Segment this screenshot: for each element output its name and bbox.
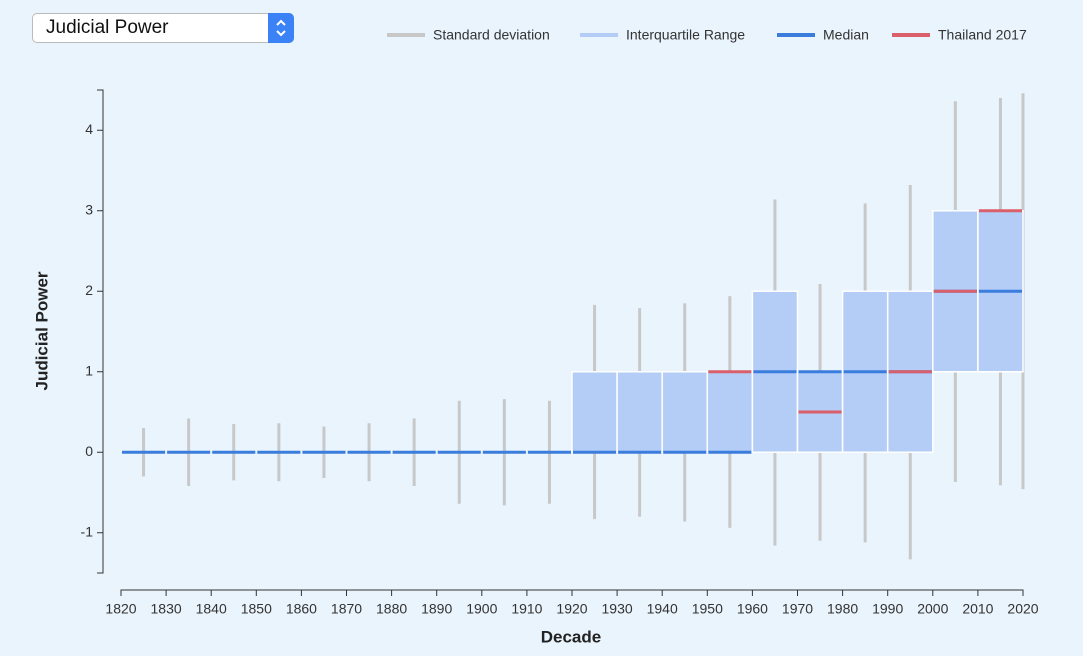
arrow-icon (276, 19, 286, 37)
y-axis (97, 89, 104, 574)
y-axis-label: Judicial Power (32, 271, 51, 390)
y-tick-label: 4 (85, 121, 93, 137)
x-tick-label: 1900 (466, 601, 497, 617)
x-tick-label: 1830 (151, 601, 182, 617)
legend-label: Standard deviation (433, 27, 550, 43)
x-tick-label: 1920 (556, 601, 587, 617)
iqr-box (932, 210, 979, 373)
x-tick-label: 1860 (286, 601, 317, 617)
y-tick-label: 3 (85, 201, 93, 217)
y-tick-label: 2 (85, 282, 93, 298)
iqr-box (616, 371, 663, 453)
x-tick-label: 1820 (105, 601, 136, 617)
x-tick-label: 1870 (331, 601, 362, 617)
x-tick-label: 1960 (737, 601, 768, 617)
x-axis-label: Decade (541, 627, 601, 646)
iqr-box (661, 371, 709, 453)
legend-label: Thailand 2017 (938, 27, 1027, 43)
select-text: Judicial Power (46, 17, 169, 38)
iqr-box (796, 371, 844, 453)
x-tick-label: 1910 (511, 601, 542, 617)
x-tick-label: 1880 (376, 601, 407, 617)
legend-label: Median (823, 27, 869, 43)
x-tick-label: 1950 (692, 601, 723, 617)
x-tick-label: 1970 (782, 601, 813, 617)
iqr-box (977, 210, 1024, 373)
x-tick-label: 1990 (872, 601, 903, 617)
indicator-select[interactable]: Judicial Power (32, 13, 294, 43)
x-tick-label: 1840 (196, 601, 227, 617)
iqr-box (886, 290, 934, 453)
x-tick-label: 1940 (647, 601, 678, 617)
x-tick-label: 2010 (962, 601, 993, 617)
select-arrow[interactable] (268, 13, 294, 43)
x-tick-label: 2000 (917, 601, 948, 617)
x-axis (120, 589, 1024, 596)
y-tick-label: -1 (81, 523, 94, 539)
x-tick-label: 2020 (1007, 601, 1038, 617)
x-tick-label: 1930 (602, 601, 633, 617)
y-tick-label: 0 (85, 443, 93, 459)
iqr-box (706, 371, 754, 453)
iqr-box (841, 290, 889, 453)
legend-label: Interquartile Range (626, 27, 745, 43)
x-tick-label: 1890 (421, 601, 452, 617)
iqr-box (571, 371, 618, 453)
x-tick-label: 1980 (827, 601, 858, 617)
y-tick-label: 1 (85, 362, 93, 378)
x-tick-label: 1850 (241, 601, 272, 617)
iqr-box (751, 290, 799, 453)
